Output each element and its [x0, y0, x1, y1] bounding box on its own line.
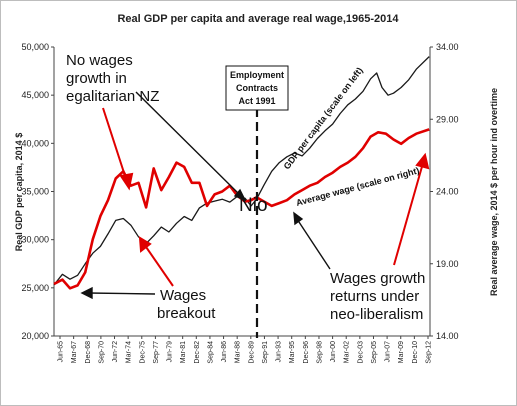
x-tick-label: Dec-68 — [85, 341, 92, 364]
annotation-arrows — [102, 107, 430, 287]
nz-annotation-line-3: egalitarian NZ — [66, 88, 159, 105]
chart-title: Real GDP per capita and average real wag… — [117, 13, 399, 25]
wage-series-label: Average wage (scale on right) — [295, 165, 420, 208]
x-tick-label: Dec-89 — [248, 341, 255, 364]
y-right-tick-label: 19.00 — [436, 259, 459, 269]
arrow-neoliberal — [393, 162, 424, 266]
x-tick-label: Jun-79 — [167, 341, 174, 363]
x-tick-label: Dec-96 — [303, 341, 310, 364]
x-tick-label: Mar-88 — [235, 341, 242, 363]
x-tick-label: Jun-65 — [58, 341, 65, 363]
x-tick-label: Sep-05 — [371, 341, 378, 364]
ecact-line-1: Employment — [230, 70, 284, 80]
arrow-nz-to-act — [135, 91, 242, 197]
x-tick-label: Dec-82 — [194, 341, 201, 364]
x-tick-label: Jun-86 — [221, 341, 228, 363]
y-right-tick-label: 29.00 — [436, 114, 459, 124]
y-left-tick-label: 25,000 — [21, 283, 49, 293]
wages-growth-line-2: returns under — [330, 288, 419, 305]
ecact-line-2: Contracts — [236, 83, 278, 93]
x-tick-label: Sep-98 — [316, 341, 323, 364]
y-left-tick-label: 50,000 — [21, 42, 49, 52]
arrow-breakout — [143, 243, 174, 287]
x-tick-label: Mar-67 — [71, 341, 78, 363]
arrow-breakout-head — [138, 236, 152, 253]
wages-growth-line-3: neo-liberalism — [330, 306, 423, 323]
x-tick-label: Sep-77 — [153, 341, 160, 364]
gdp-series-label: GDP per capita (scale on left) — [282, 65, 365, 171]
x-tick-label: Jun-00 — [330, 341, 337, 363]
x-tick-label: Dec-03 — [357, 341, 364, 364]
x-tick-label: Sep-91 — [262, 341, 269, 364]
y-right-tick-label: 14.00 — [436, 331, 459, 341]
x-tick-label: Dec-10 — [412, 341, 419, 364]
wages-growth-line-1: Wages growth — [330, 270, 425, 287]
x-tick-label: Jun-93 — [276, 341, 283, 363]
nz-annotation-line-1: No wages — [66, 52, 133, 69]
nz-annotation-line-2: growth in — [66, 70, 127, 87]
arrow-wages-start-head — [80, 286, 93, 300]
x-tick-label: Mar-02 — [344, 341, 351, 363]
y-right-tick-label: 34.00 — [436, 42, 459, 52]
x-tick-label: Sep-12 — [426, 341, 433, 364]
wages-breakout-line-1: Wages — [160, 287, 206, 304]
arrow-nz-to-act-head — [233, 188, 247, 202]
arrow-nz-to-peak-head — [119, 172, 134, 191]
arrow-wages-start — [87, 292, 156, 295]
y-left-tick-label: 40,000 — [21, 138, 49, 148]
arrow-growth-to-wage-head — [293, 211, 304, 226]
y-left-tick-label: 35,000 — [21, 187, 49, 197]
x-tick-label: Mar-81 — [180, 341, 187, 363]
y-axis-left-label: Real GDP per capita, 2014 $ — [14, 133, 24, 251]
arrow-nz-to-peak — [102, 107, 128, 183]
gdp-per-capita-line — [53, 56, 430, 286]
arrow-growth-to-wage — [296, 218, 331, 270]
x-tick-label: Sep-70 — [98, 341, 105, 364]
employment-contracts-act-box — [225, 65, 289, 111]
ecact-line-3: Act 1991 — [238, 96, 275, 106]
x-tick-label: Jun-72 — [112, 341, 119, 363]
wages-breakout-line-2: breakout — [157, 305, 216, 322]
x-tick-label: Mar-09 — [398, 341, 405, 363]
x-tick-label: Jun-07 — [385, 341, 392, 363]
x-tick-label: Mar-95 — [289, 341, 296, 363]
ticks: 20,000 25,000 30,000 35,000 40,000 45,000 50,0… — [21, 42, 458, 364]
y-left-tick-label: 20,000 — [21, 331, 49, 341]
y-left-tick-label: 30,000 — [21, 235, 49, 245]
arrow-neoliberal-head — [415, 152, 430, 170]
x-tick-label: Sep-84 — [207, 341, 214, 364]
x-tick-label: Dec-75 — [139, 341, 146, 364]
y-axis-right-label: Real average wage, 2014 $ per hour ind o… — [489, 88, 499, 296]
x-tick-label: Mar-74 — [126, 341, 133, 363]
nio-annotation: Nio — [239, 195, 268, 216]
y-left-tick-label: 45,000 — [21, 90, 49, 100]
y-right-tick-label: 24.00 — [436, 187, 459, 197]
annotation-arrows-black — [80, 91, 331, 300]
